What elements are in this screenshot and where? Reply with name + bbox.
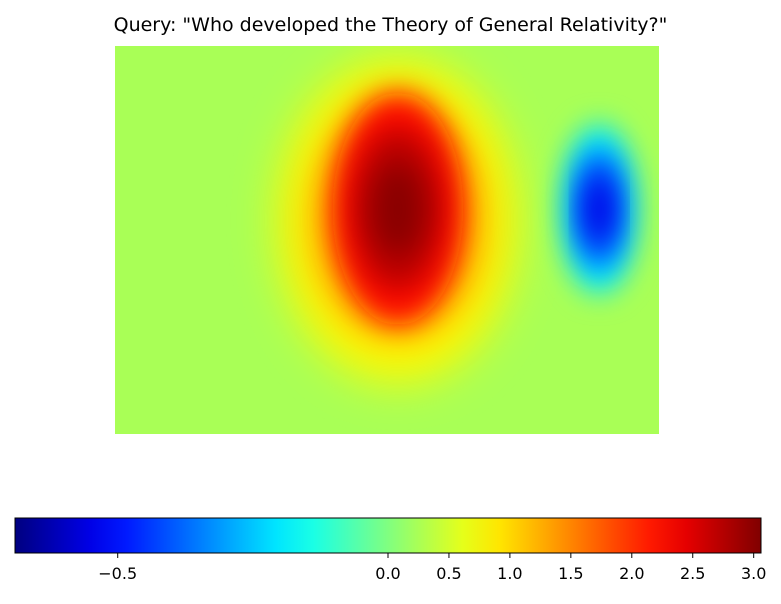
colorbar-tick-label: 0.5 — [436, 564, 461, 583]
colorbar-tick: 0.5 — [436, 553, 462, 583]
colorbar-tick: 3.0 — [741, 553, 766, 583]
heatmap-region-central-core — [371, 162, 424, 256]
heatmap-region-right-cold-spot — [583, 174, 615, 244]
colorbar-gradient — [14, 517, 762, 554]
colorbar-tick-label: 3.0 — [741, 564, 766, 583]
colorbar-tick: 0.0 — [375, 553, 401, 583]
colorbar-tick-label: 0.0 — [375, 564, 400, 583]
colorbar-tick-label: 1.0 — [497, 564, 522, 583]
colorbar-tick: 1.5 — [558, 553, 584, 583]
colorbar-tick-label: 2.0 — [619, 564, 644, 583]
colorbar-tick: 2.5 — [680, 553, 705, 583]
colorbar-tick-label: 2.5 — [680, 564, 705, 583]
colorbar: −0.5 0.0 0.5 1.0 1.5 2.0 2.5 3.0 — [14, 517, 766, 583]
chart-title: Query: "Who developed the Theory of Gene… — [113, 14, 668, 36]
colorbar-tick-label: −0.5 — [98, 564, 137, 583]
colorbar-tick: 2.0 — [619, 553, 645, 583]
colorbar-tick-label: 1.5 — [558, 564, 583, 583]
colorbar-tick: −0.5 — [98, 553, 137, 583]
heatmap — [115, 46, 659, 434]
colorbar-tick: 1.0 — [497, 553, 523, 583]
